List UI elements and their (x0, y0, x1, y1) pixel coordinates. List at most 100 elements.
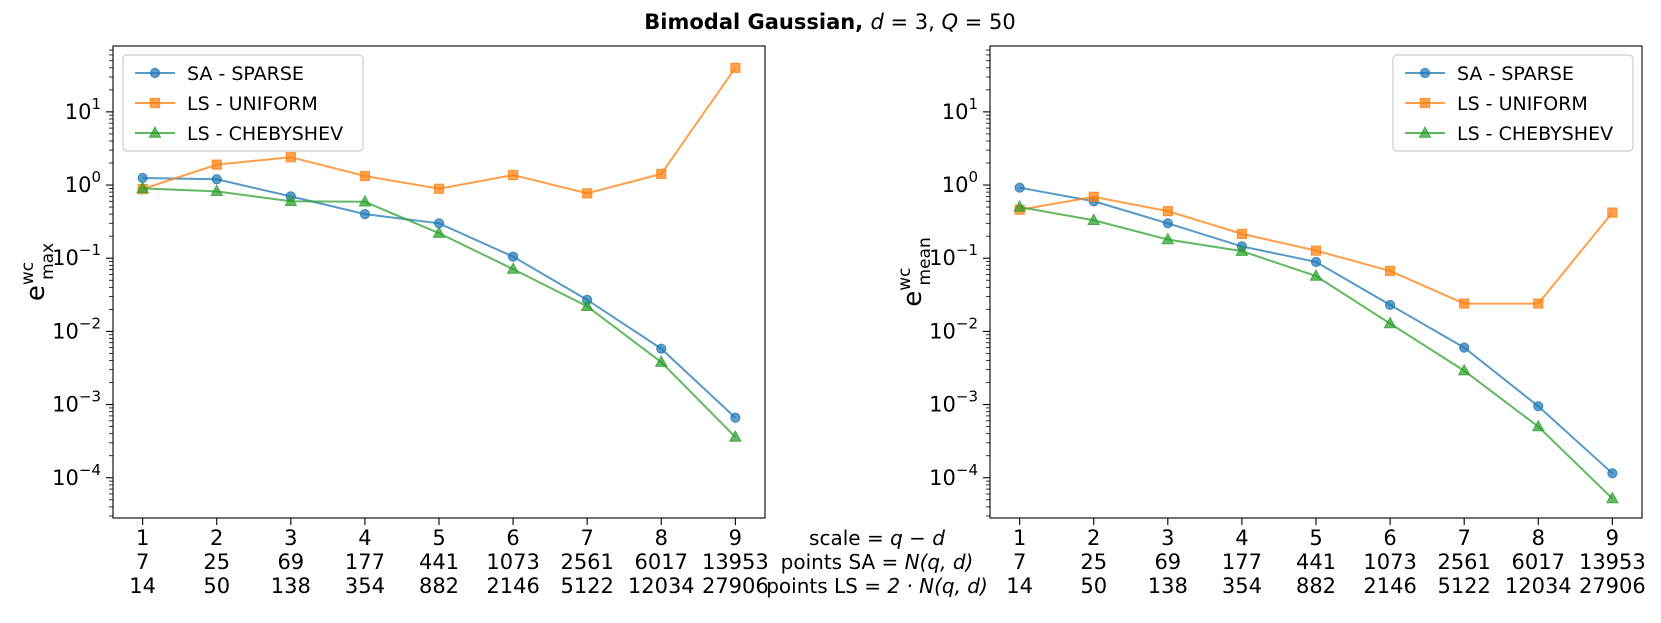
left-chart-panel: 10−410−310−210−1100101ewcmax171422550369… (18, 45, 769, 598)
data-point (730, 412, 741, 423)
data-point (211, 174, 222, 185)
legend-marker (1418, 125, 1432, 138)
data-point (1014, 182, 1025, 193)
data-point (506, 262, 520, 274)
series-line (142, 176, 737, 419)
ytick-label: 10−3 (52, 388, 101, 417)
data-point (1013, 200, 1027, 212)
data-point (1607, 207, 1618, 218)
legend-frame (1392, 54, 1634, 152)
data-point (1533, 298, 1544, 309)
legend-label: LS - CHEBYSHEV (1457, 123, 1613, 145)
data-point (1310, 245, 1322, 256)
data-point (582, 188, 593, 199)
xtick-label: 7 (1457, 526, 1470, 550)
ytick-label: 10−4 (52, 461, 101, 490)
data-point (359, 170, 371, 182)
data-point (359, 209, 371, 220)
ytick-label: 10−3 (929, 388, 978, 417)
data-point (728, 430, 742, 442)
xtick-label: 9 (1606, 526, 1619, 550)
data-point (1459, 298, 1470, 309)
xtick-label: 5122 (1437, 574, 1490, 598)
legend: SA - SPARSE LS - UNIFORM LS - CHEBYSHEV (1392, 54, 1634, 152)
data-point (1309, 269, 1323, 281)
data-point (656, 343, 667, 354)
data-point (433, 183, 445, 194)
data-point (1236, 228, 1248, 239)
xtick-label: 5 (1309, 526, 1322, 550)
legend-label: SA - SPARSE (1457, 63, 1574, 85)
xtick-label: 8 (655, 526, 668, 550)
xtick-label: 1 (1013, 526, 1026, 550)
ytick-label: 100 (65, 168, 101, 197)
data-point (1087, 213, 1101, 225)
xtick-label: 1 (136, 526, 149, 550)
legend-marker (149, 67, 161, 79)
ytick-label: 10−1 (52, 241, 101, 270)
data-point (580, 299, 594, 312)
xtick-label: 7 (580, 526, 593, 550)
xtick-row-label: points SA = N(q, d) (781, 550, 974, 574)
data-point (1533, 401, 1544, 412)
ytick-label: 10−4 (929, 461, 978, 490)
xtick-label: 2 (1087, 526, 1100, 550)
xtick-label: 9 (729, 526, 742, 550)
xtick-label: 5 (432, 526, 445, 550)
ytick-label: 10−2 (929, 314, 978, 343)
data-point (284, 194, 298, 206)
xtick-label: 7 (1013, 550, 1026, 574)
ytick-label: 100 (942, 168, 978, 197)
xtick-label: 69 (277, 550, 304, 574)
xtick-label: 354 (1222, 574, 1262, 598)
legend-marker (148, 125, 162, 138)
xtick-label: 441 (1296, 550, 1336, 574)
data-point (1162, 206, 1173, 217)
xtick-label: 354 (345, 574, 385, 598)
legend-label: LS - UNIFORM (1457, 93, 1588, 115)
right-chart-panel: 10−410−310−210−1100101ewcmean17142255036… (895, 45, 1646, 598)
xtick-label: 2561 (560, 550, 613, 574)
xtick-label: 2146 (486, 574, 539, 598)
xtick-label: 27906 (702, 574, 769, 598)
y-axis-label: ewcmax (18, 243, 58, 301)
xtick-label: 4 (358, 526, 371, 550)
ytick-label: 10−1 (929, 241, 978, 270)
xtick-label: 1073 (486, 550, 539, 574)
y-axis-label: ewcmean (895, 237, 935, 306)
data-point (1088, 191, 1099, 202)
xtick-row-label: scale = q − d (809, 526, 945, 550)
data-point (1457, 363, 1471, 376)
data-point (730, 62, 741, 73)
xtick-label: 25 (203, 550, 230, 574)
series-line (1019, 186, 1614, 475)
data-point (285, 152, 296, 163)
data-point (1383, 316, 1397, 329)
xtick-label: 177 (1222, 550, 1262, 574)
legend-marker (1419, 67, 1431, 79)
data-point (507, 251, 519, 262)
figure-title: Bimodal Gaussian, d = 3, Q = 50 (644, 10, 1015, 34)
xtick-label: 12034 (628, 574, 695, 598)
xtick-row-label: points LS = 2 · N(q, d) (766, 574, 988, 598)
xtick-label: 69 (1154, 550, 1181, 574)
data-point (1235, 244, 1249, 256)
data-point (654, 355, 668, 367)
data-point (1384, 299, 1396, 311)
data-point (1605, 491, 1619, 504)
xtick-label: 12034 (1505, 574, 1572, 598)
xtick-label: 6 (1383, 526, 1396, 550)
xtick-label: 882 (419, 574, 459, 598)
xtick-label: 14 (1006, 574, 1033, 598)
data-point (1384, 265, 1396, 277)
legend-label: LS - UNIFORM (187, 93, 318, 115)
xtick-label: 177 (345, 550, 385, 574)
xtick-label: 50 (203, 574, 230, 598)
data-point (432, 226, 446, 238)
xtick-label: 3 (284, 526, 297, 550)
data-point (358, 194, 372, 207)
xtick-label: 8 (1532, 526, 1545, 550)
legend-marker (1419, 97, 1431, 109)
xtick-label: 27906 (1579, 574, 1646, 598)
